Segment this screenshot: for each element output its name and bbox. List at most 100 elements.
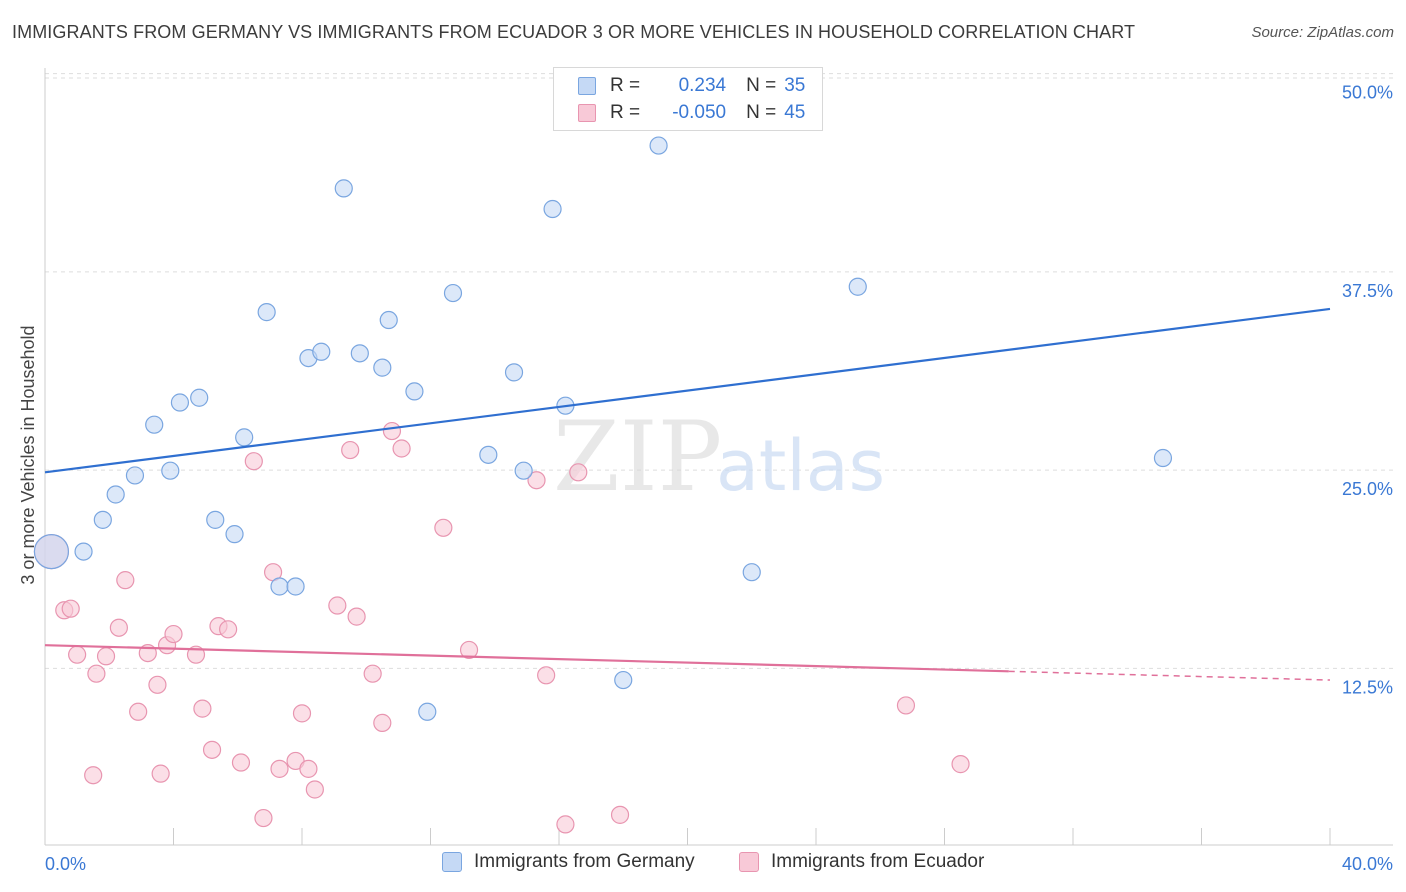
data-point-germany [257, 303, 276, 322]
legend-swatch-ecuador [578, 104, 596, 122]
data-point-ecuador [896, 696, 916, 715]
data-point-germany [33, 533, 70, 570]
data-point-germany [93, 510, 112, 529]
data-point-ecuador [347, 607, 366, 626]
data-point-germany [145, 415, 164, 434]
y-tick-label: 50.0% [1342, 83, 1393, 103]
data-point-ecuador [305, 780, 324, 799]
data-point-ecuador [254, 808, 273, 828]
data-point-ecuador [537, 666, 556, 685]
watermark-atlas: atlas [716, 425, 885, 507]
data-point-germany [418, 702, 437, 721]
data-point-ecuador [219, 620, 238, 639]
legend-swatch-germany [578, 77, 596, 95]
data-point-germany [350, 344, 369, 363]
legend-label-germany: Immigrants from Germany [474, 851, 695, 872]
data-point-germany [1153, 448, 1173, 468]
watermark-zip: ZIP [553, 401, 722, 513]
data-point-ecuador [951, 755, 970, 774]
data-point-germany [614, 670, 633, 690]
y-axis-label: 3 or more Vehicles in Household [18, 325, 38, 584]
y-tick-label: 25.0% [1342, 479, 1393, 499]
trend-line-germany [44, 307, 1331, 474]
x-tick-label: 0.0% [45, 854, 86, 874]
legend-swatch-germany [442, 852, 462, 872]
data-point-germany [443, 283, 463, 303]
data-point-ecuador [292, 704, 312, 723]
data-point-ecuador [109, 618, 128, 637]
r-value: -0.050 [672, 102, 727, 123]
data-point-germany [312, 342, 331, 361]
legend-label-ecuador: Immigrants from Ecuador [771, 851, 985, 872]
legend-row-germany: R = 0.234 N = 35 [578, 73, 805, 99]
n-value: 35 [784, 75, 806, 96]
data-point-ecuador [151, 764, 170, 783]
y-tick-label: 37.5% [1342, 281, 1393, 301]
series-ecuador-points [33, 421, 970, 834]
trend-lines [44, 307, 1331, 681]
data-point-germany [74, 542, 93, 561]
data-point-ecuador [299, 759, 318, 778]
data-point-germany [379, 310, 398, 330]
data-point-ecuador [244, 452, 263, 471]
data-point-germany [514, 461, 533, 480]
data-point-ecuador [68, 645, 87, 664]
data-point-germany [286, 577, 305, 596]
data-point-ecuador [556, 815, 575, 834]
data-point-germany [106, 485, 125, 504]
data-point-ecuador [434, 518, 453, 537]
watermark: ZIP atlas [553, 401, 885, 513]
data-point-germany [161, 461, 180, 480]
axes: 12.5% 25.0% 37.5% 50.0% 0.0% 40.0% [44, 68, 1393, 874]
data-point-germany [649, 136, 668, 155]
data-point-germany [479, 445, 498, 464]
series-germany-points [33, 136, 1173, 721]
data-point-ecuador [148, 675, 167, 694]
data-point-germany [405, 382, 424, 401]
data-point-germany [206, 510, 225, 529]
data-point-ecuador [129, 702, 148, 721]
data-point-germany [225, 525, 244, 544]
data-point-germany [270, 577, 289, 596]
correlation-legend: R = 0.234 N = 35 R = -0.050 N = 45 [553, 67, 823, 131]
r-value: 0.234 [678, 75, 727, 96]
y-tick-label: 12.5% [1342, 677, 1393, 697]
data-point-ecuador [270, 759, 289, 778]
data-point-ecuador [341, 440, 360, 460]
data-point-germany [742, 563, 761, 582]
data-point-germany [170, 393, 190, 412]
series-legend: Immigrants from Germany Immigrants from … [0, 851, 1406, 879]
data-point-ecuador [610, 805, 630, 824]
data-point-ecuador [363, 664, 382, 683]
data-point-ecuador [193, 699, 212, 718]
legend-swatch-ecuador [739, 852, 759, 872]
legend-item-germany[interactable]: Immigrants from Germany [442, 851, 695, 873]
data-point-ecuador [382, 421, 402, 441]
data-point-ecuador [84, 766, 103, 785]
source-credit: Source: ZipAtlas.com [1251, 24, 1394, 41]
n-label: N = [746, 75, 777, 96]
data-point-ecuador [392, 439, 411, 458]
trend-line-ecuador [44, 644, 1009, 673]
n-label: N = [746, 102, 777, 123]
data-point-ecuador [231, 753, 251, 772]
data-point-ecuador [164, 624, 183, 644]
x-tick-label: 40.0% [1342, 854, 1393, 874]
data-point-germany [235, 428, 254, 447]
legend-row-ecuador: R = -0.050 N = 45 [578, 100, 805, 126]
r-label: R = [610, 75, 641, 96]
r-label: R = [610, 102, 641, 123]
data-point-ecuador [373, 713, 392, 732]
data-point-ecuador [328, 596, 347, 615]
gridlines [45, 73, 1393, 669]
data-point-ecuador [527, 471, 546, 490]
data-point-germany [504, 363, 524, 382]
legend-item-ecuador[interactable]: Immigrants from Ecuador [739, 851, 984, 873]
data-point-germany [334, 179, 353, 198]
data-point-germany [190, 388, 209, 407]
data-point-germany [125, 466, 145, 485]
data-point-ecuador [569, 463, 588, 482]
chart-title: IMMIGRANTS FROM GERMANY VS IMMIGRANTS FR… [12, 22, 1136, 42]
data-point-germany [373, 358, 392, 377]
